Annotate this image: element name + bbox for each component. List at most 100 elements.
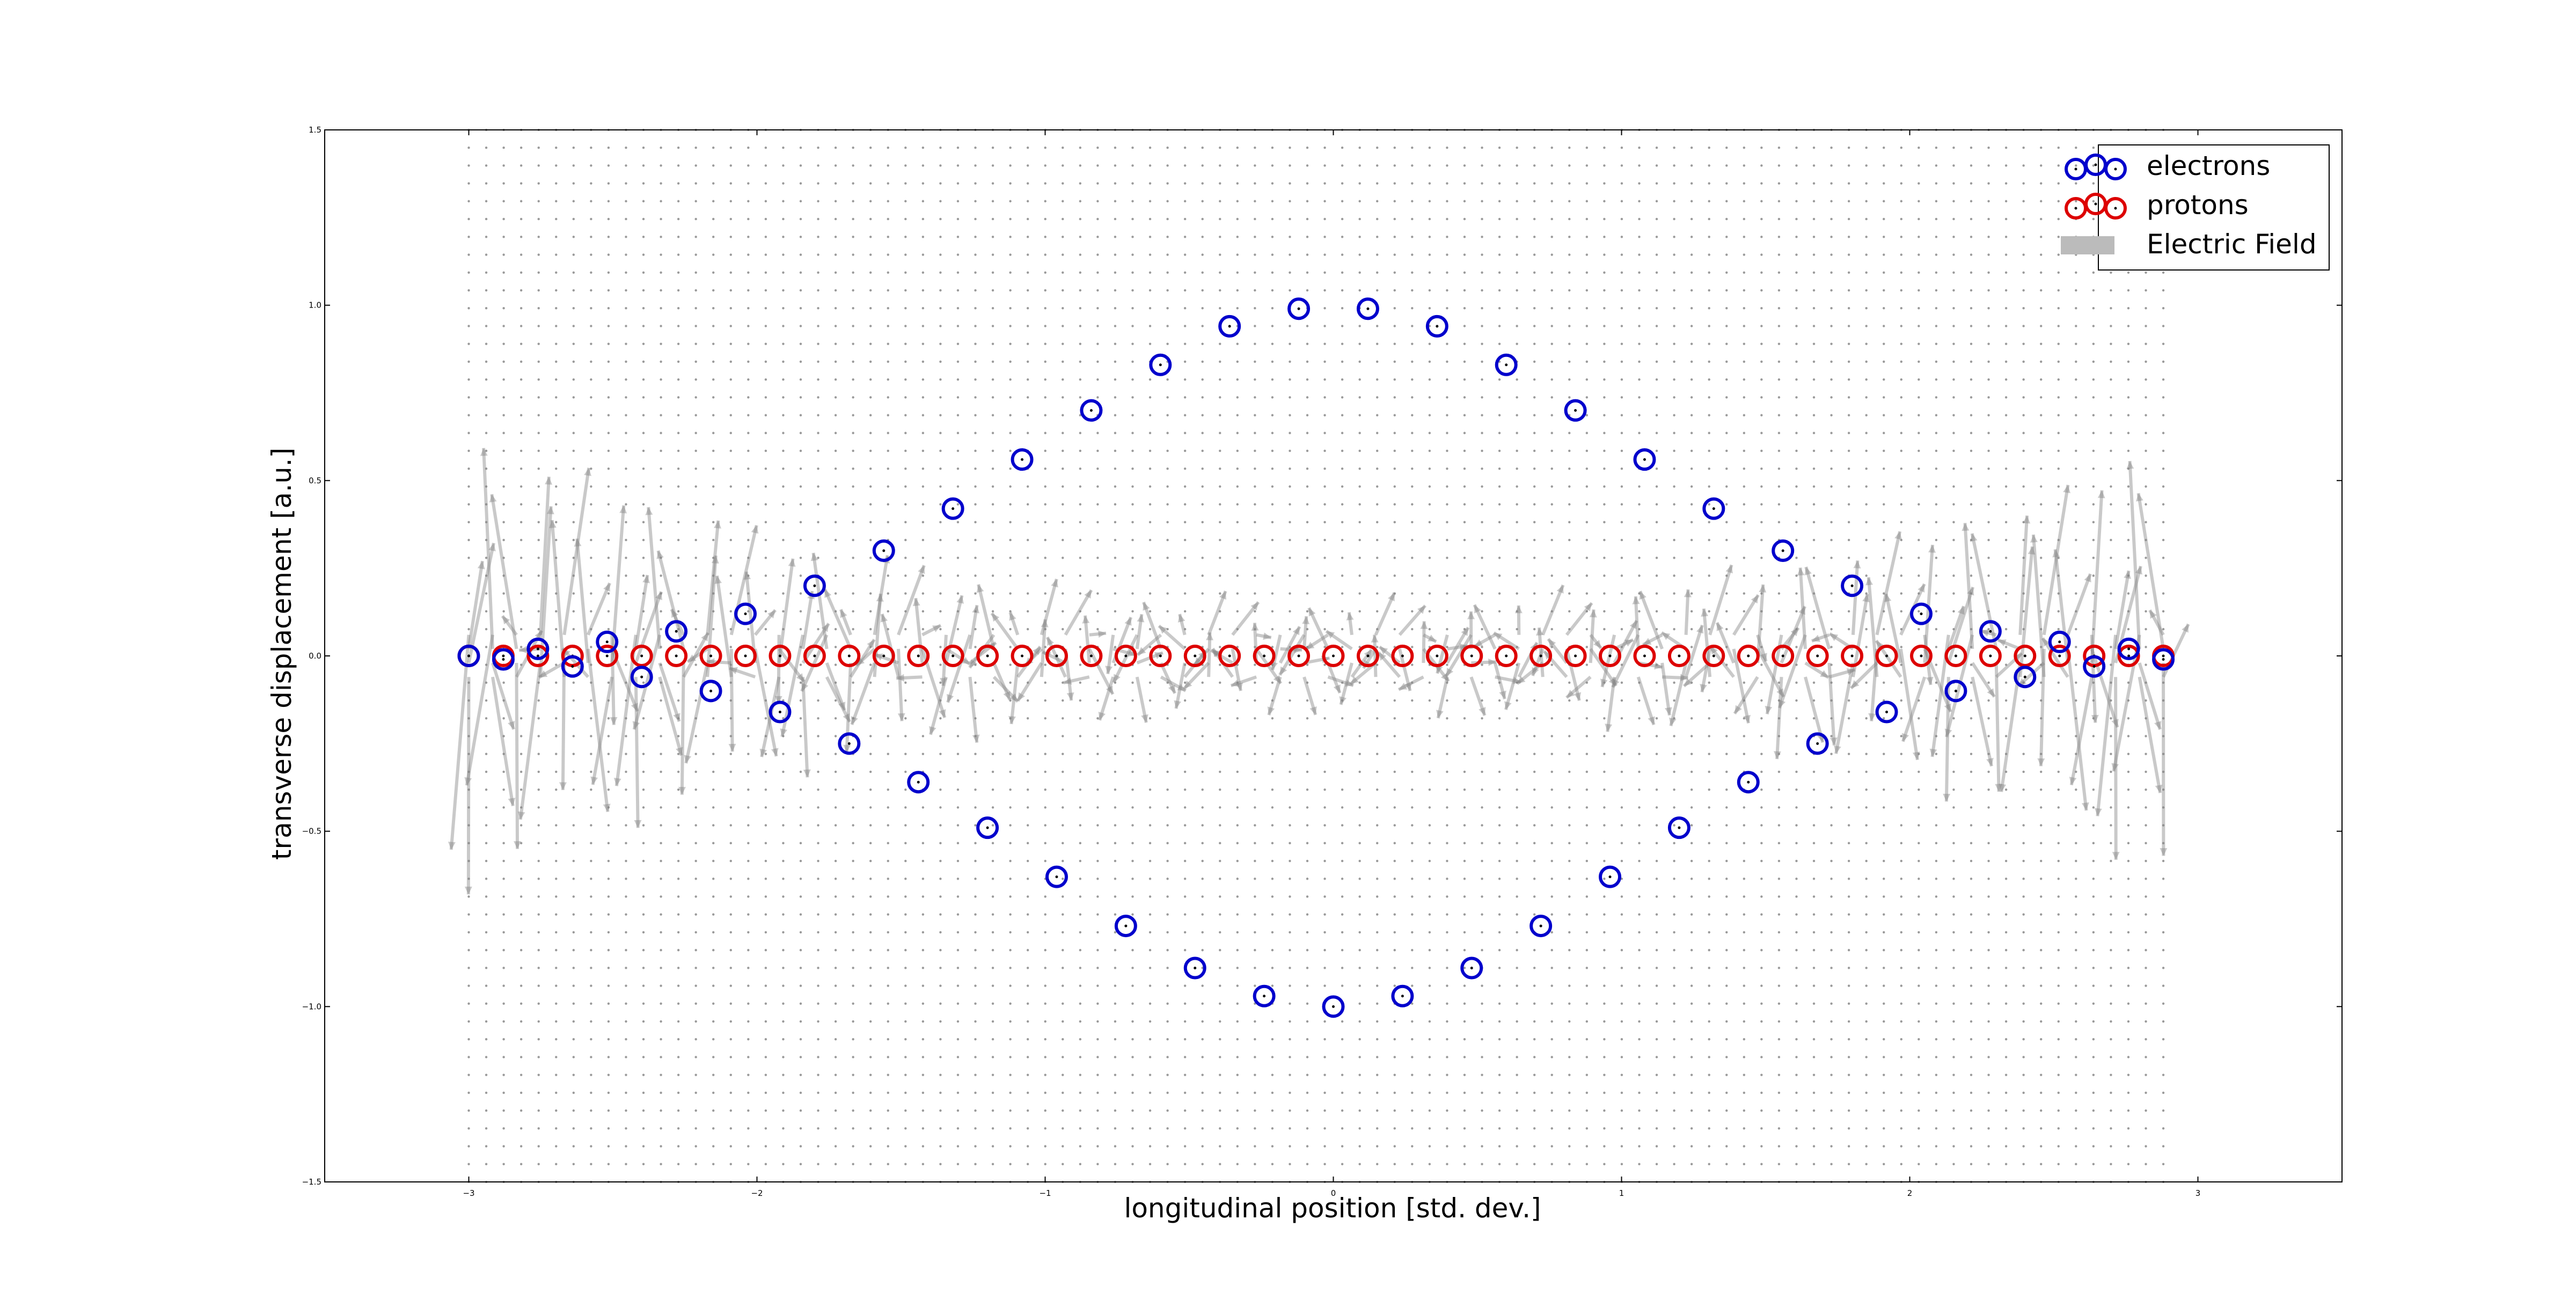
field-point: [904, 1056, 907, 1058]
field-point: [1219, 342, 1221, 345]
field-point: [1812, 931, 1816, 934]
field-point: [1358, 182, 1361, 185]
field-point: [974, 878, 977, 880]
field-point: [677, 289, 680, 292]
field-point: [1358, 646, 1361, 648]
field-point: [729, 610, 732, 613]
field-point: [694, 948, 697, 952]
field-point: [799, 610, 802, 613]
field-point: [1201, 824, 1204, 827]
field-point: [1725, 627, 1728, 631]
field-point: [1481, 1163, 1483, 1165]
field-point: [956, 1073, 960, 1076]
field-point: [502, 236, 505, 238]
field-point: [1341, 984, 1344, 987]
field-point: [1306, 753, 1309, 755]
field-point: [747, 878, 750, 880]
field-point: [694, 217, 697, 221]
field-point: [1183, 788, 1187, 791]
field-point: [537, 325, 540, 327]
field-point: [939, 557, 942, 559]
field-point: [904, 557, 907, 559]
field-point: [1079, 307, 1082, 310]
field-point: [1341, 788, 1344, 791]
field-point: [1271, 1127, 1274, 1130]
field-point: [502, 610, 505, 613]
field-point: [799, 432, 802, 434]
field-point: [1883, 753, 1885, 755]
field-point: [869, 503, 872, 506]
field-point: [817, 467, 819, 470]
field-point: [1062, 753, 1064, 755]
field-point: [1498, 735, 1501, 737]
field-point: [764, 735, 767, 737]
field-point: [1446, 1091, 1448, 1094]
field-point: [1865, 984, 1868, 987]
field-point: [974, 1038, 977, 1041]
field-point: [1865, 859, 1868, 863]
field-point: [1708, 271, 1710, 274]
field-point: [974, 770, 977, 773]
field-point: [1865, 414, 1868, 417]
field-point: [1289, 859, 1291, 863]
field-point: [660, 147, 662, 149]
field-point: [1812, 271, 1816, 274]
field-point: [1236, 253, 1239, 256]
field-point: [1271, 895, 1274, 898]
field-point: [1201, 342, 1204, 345]
field-point: [1166, 627, 1169, 631]
field-point: [1498, 378, 1501, 381]
field-point: [485, 610, 488, 613]
field-point: [1516, 717, 1518, 720]
field-point: [642, 307, 645, 310]
field-point: [625, 806, 627, 809]
field-point: [1812, 182, 1816, 185]
field-point: [502, 788, 505, 791]
field-point: [1620, 378, 1623, 381]
field-point: [1743, 1073, 1746, 1076]
field-point: [852, 1127, 854, 1130]
field-point: [712, 557, 715, 559]
field-point: [1166, 574, 1169, 577]
field-point: [1114, 503, 1117, 506]
field-point: [939, 878, 942, 880]
field-point: [956, 824, 960, 827]
field-point: [782, 1056, 785, 1058]
field-point: [1516, 967, 1518, 969]
field-point: [1498, 627, 1501, 631]
field-point: [764, 432, 767, 434]
field-point: [1183, 824, 1187, 827]
field-point: [1812, 592, 1816, 595]
field-point: [1760, 414, 1763, 417]
field-point: [991, 557, 994, 559]
field-point: [1481, 895, 1483, 898]
field-point: [1148, 289, 1152, 292]
field-point: [1777, 414, 1781, 417]
field-point: [485, 1056, 488, 1058]
field-point: [590, 1038, 592, 1041]
field-point: [1585, 147, 1589, 149]
field-point: [712, 984, 715, 987]
field-point: [642, 1038, 645, 1041]
field-point: [1062, 503, 1064, 506]
field-point: [1830, 610, 1833, 613]
field-point: [747, 200, 750, 203]
field-point: [1900, 236, 1902, 238]
field-point: [1830, 271, 1833, 274]
field-point: [1376, 913, 1379, 916]
field-point: [799, 289, 802, 292]
field-point: [1481, 824, 1483, 827]
field-point: [502, 1091, 505, 1094]
field-point: [677, 485, 680, 488]
field-point: [1725, 1038, 1728, 1041]
field-point: [974, 521, 977, 524]
field-point: [590, 967, 592, 969]
field-point: [1096, 200, 1099, 203]
field-point: [607, 521, 610, 524]
field-point: [939, 147, 942, 149]
field-point: [991, 485, 994, 488]
field-point: [642, 878, 645, 880]
field-point: [1219, 1056, 1221, 1058]
field-point: [1271, 931, 1274, 934]
field-point: [729, 663, 732, 666]
